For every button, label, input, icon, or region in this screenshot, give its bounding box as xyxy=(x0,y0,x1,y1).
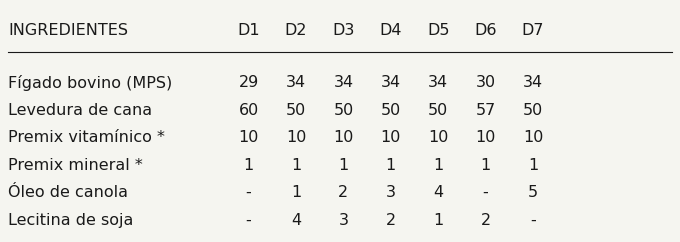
Text: 34: 34 xyxy=(286,75,306,90)
Text: 10: 10 xyxy=(333,130,354,145)
Text: 2: 2 xyxy=(481,213,491,228)
Text: 1: 1 xyxy=(433,213,443,228)
Text: 3: 3 xyxy=(339,213,348,228)
Text: -: - xyxy=(245,185,252,200)
Text: Premix vitamínico *: Premix vitamínico * xyxy=(8,130,165,145)
Text: 1: 1 xyxy=(481,158,491,173)
Text: -: - xyxy=(245,213,252,228)
Text: 1: 1 xyxy=(433,158,443,173)
Text: Óleo de canola: Óleo de canola xyxy=(8,185,128,200)
Text: D4: D4 xyxy=(379,23,402,38)
Text: 60: 60 xyxy=(239,103,258,118)
Text: 10: 10 xyxy=(286,130,306,145)
Text: 50: 50 xyxy=(381,103,401,118)
Text: Fígado bovino (MPS): Fígado bovino (MPS) xyxy=(8,75,173,91)
Text: D7: D7 xyxy=(522,23,544,38)
Text: 10: 10 xyxy=(239,130,259,145)
Text: 57: 57 xyxy=(475,103,496,118)
Text: 1: 1 xyxy=(338,158,349,173)
Text: 50: 50 xyxy=(286,103,306,118)
Text: 50: 50 xyxy=(333,103,354,118)
Text: D2: D2 xyxy=(285,23,307,38)
Text: D3: D3 xyxy=(333,23,354,38)
Text: 1: 1 xyxy=(291,158,301,173)
Text: 2: 2 xyxy=(386,213,396,228)
Text: 1: 1 xyxy=(243,158,254,173)
Text: Premix mineral *: Premix mineral * xyxy=(8,158,143,173)
Text: 5: 5 xyxy=(528,185,538,200)
Text: 10: 10 xyxy=(475,130,496,145)
Text: 4: 4 xyxy=(291,213,301,228)
Text: 50: 50 xyxy=(523,103,543,118)
Text: 34: 34 xyxy=(523,75,543,90)
Text: 34: 34 xyxy=(333,75,354,90)
Text: D1: D1 xyxy=(237,23,260,38)
Text: 50: 50 xyxy=(428,103,448,118)
Text: 4: 4 xyxy=(433,185,443,200)
Text: 29: 29 xyxy=(239,75,258,90)
Text: 10: 10 xyxy=(381,130,401,145)
Text: Lecitina de soja: Lecitina de soja xyxy=(8,213,133,228)
Text: 1: 1 xyxy=(386,158,396,173)
Text: 10: 10 xyxy=(523,130,543,145)
Text: Levedura de cana: Levedura de cana xyxy=(8,103,152,118)
Text: 3: 3 xyxy=(386,185,396,200)
Text: 34: 34 xyxy=(381,75,401,90)
Text: 10: 10 xyxy=(428,130,448,145)
Text: D5: D5 xyxy=(427,23,449,38)
Text: 1: 1 xyxy=(528,158,538,173)
Text: -: - xyxy=(530,213,536,228)
Text: -: - xyxy=(483,185,488,200)
Text: 30: 30 xyxy=(475,75,496,90)
Text: 2: 2 xyxy=(339,185,348,200)
Text: 34: 34 xyxy=(428,75,448,90)
Text: 1: 1 xyxy=(291,185,301,200)
Text: INGREDIENTES: INGREDIENTES xyxy=(8,23,128,38)
Text: D6: D6 xyxy=(475,23,497,38)
